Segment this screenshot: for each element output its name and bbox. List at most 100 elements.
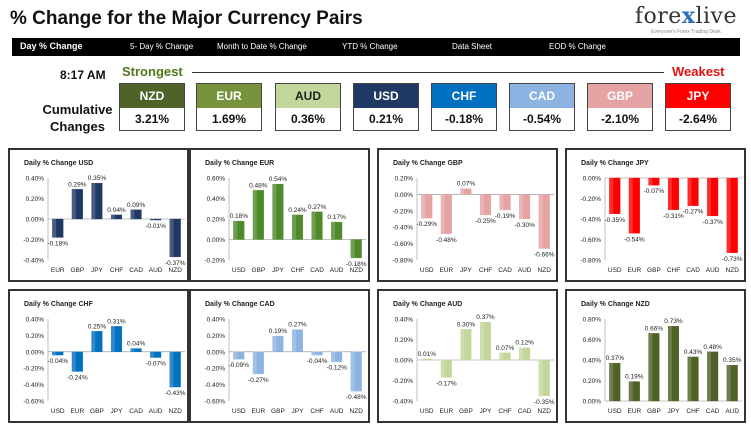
bar-usd [421, 358, 433, 361]
bar-highlight [111, 326, 115, 352]
data-label: -0.48% [346, 394, 367, 401]
bar-highlight [707, 351, 712, 401]
currency-code: USD [354, 84, 418, 108]
bar-highlight [350, 351, 355, 392]
data-label: 0.43% [684, 349, 703, 356]
bar-highlight [519, 194, 524, 219]
x-tick-label: JPY [460, 267, 473, 274]
bar-highlight [668, 326, 672, 401]
currency-change-value: 3.21% [134, 112, 170, 126]
forexlive-logo[interactable]: forexlive Everyone's Forex Trading Desk [635, 3, 737, 35]
chart-chf: Daily % Change CHF0.40%0.20%0.00%-0.20%-… [23, 301, 185, 415]
y-tick-label: 0.20% [583, 378, 602, 385]
x-tick-label: GBP [90, 408, 104, 415]
bar-highlight [233, 221, 238, 240]
bar-highlight [169, 351, 174, 388]
bar-chf [499, 352, 511, 361]
data-label: -0.31% [663, 213, 684, 220]
nav-bar: Day % Change 5- Day % Change Month to Da… [12, 38, 740, 56]
bar-highlight [519, 347, 524, 360]
data-label: 0.31% [107, 318, 126, 325]
data-label: 0.07% [496, 345, 515, 352]
data-label: -0.73% [722, 256, 743, 263]
currency-box-gbp: GBP -2.10% [587, 83, 653, 131]
y-tick-label: -0.20% [392, 378, 413, 385]
bar-cad [687, 177, 699, 206]
bar-gbp [272, 336, 284, 352]
data-label: 0.54% [269, 176, 288, 183]
x-tick-label: GBP [251, 267, 265, 274]
bar-cad [499, 194, 511, 211]
strength-range-line [192, 72, 664, 73]
y-tick-label: -0.60% [392, 241, 413, 248]
cumulative-changes-label: Cumulative Changes [42, 102, 113, 134]
nav-ytd-change[interactable]: YTD % Change [342, 42, 398, 51]
x-tick-label: NZD [350, 408, 364, 415]
x-tick-label: NZD [350, 267, 364, 274]
chart-title: Daily % Change USD [24, 160, 93, 167]
bar-chf [687, 356, 699, 402]
data-label: -0.66% [534, 252, 555, 259]
bar-highlight [331, 222, 336, 240]
x-tick-label: CAD [686, 267, 700, 274]
x-tick-label: EUR [627, 408, 641, 415]
currency-change-value: 0.21% [368, 112, 404, 126]
x-tick-label: JPY [292, 408, 305, 415]
chart-panel-nzd: Daily % Change NZD 0.80% 0.60% 0.40% 0.20% 0.… [565, 289, 746, 423]
x-tick-label: NZD [169, 267, 183, 274]
nav-eod-change[interactable]: EOD % Change [549, 42, 606, 51]
currency-code: GBP [588, 84, 652, 108]
data-label: -0.54% [624, 236, 645, 243]
chart-eur: Daily % Change EUR 0.60% 0.40% 0.20% 0.00% -0… [204, 160, 366, 274]
x-tick-label: CAD [310, 267, 324, 274]
x-tick-label: AUD [330, 408, 344, 415]
bar-highlight [252, 351, 257, 374]
x-tick-label: JPY [272, 267, 285, 274]
nav-data-sheet[interactable]: Data Sheet [452, 42, 493, 51]
chart-panel-aud: Daily % Change AUD 0.40% 0.20% 0.00% -0.20% -… [377, 289, 558, 423]
bar-highlight [350, 239, 355, 258]
x-tick-label: EUR [70, 408, 84, 415]
bar-highlight [169, 219, 174, 257]
data-label: 0.19% [625, 374, 644, 381]
x-tick-label: JPY [91, 267, 104, 274]
bar-highlight [71, 189, 76, 219]
currency-box-chf: CHF -0.18% [431, 83, 497, 131]
nav-5day-change[interactable]: 5- Day % Change [130, 42, 194, 51]
nav-day-change[interactable]: Day % Change [20, 41, 83, 51]
logo-wordmark: forexlive [634, 3, 737, 29]
bar-jpy [272, 184, 284, 240]
bar-highlight [538, 194, 543, 249]
x-tick-label: CHF [498, 408, 511, 415]
bar-highlight [687, 356, 692, 401]
bar-highlight [499, 352, 504, 360]
bar-highlight [52, 351, 57, 356]
currency-box-cad: CAD -0.54% [509, 83, 575, 131]
x-tick-label: GBP [647, 267, 661, 274]
bar-highlight [668, 178, 672, 210]
x-tick-label: USD [608, 267, 622, 274]
data-label: 0.18% [230, 213, 249, 220]
x-tick-label: EUR [439, 267, 453, 274]
bar-highlight [440, 360, 445, 378]
bar-highlight [726, 365, 731, 401]
x-tick-label: EUR [51, 267, 65, 274]
y-tick-label: 0.20% [26, 196, 45, 203]
bar-highlight [707, 178, 712, 216]
y-tick-label: 0.20% [395, 176, 414, 183]
bar-highlight [311, 211, 316, 240]
x-tick-label: AUD [149, 267, 163, 274]
y-tick-label: 0.20% [395, 337, 414, 344]
x-tick-label: CHF [667, 267, 680, 274]
bar-highlight [292, 214, 296, 240]
y-tick-label: -0.60% [580, 237, 601, 244]
timestamp: 8:17 AM [60, 68, 106, 82]
y-tick-label: 0.00% [395, 192, 414, 199]
bar-usd [233, 220, 245, 240]
bar-usd [609, 362, 621, 402]
y-tick-label: -0.60% [23, 399, 44, 406]
nav-mtd-change[interactable]: Month to Date % Change [217, 42, 307, 51]
data-label: -0.27% [683, 209, 704, 216]
data-label: 0.35% [88, 175, 107, 182]
bar-chf [311, 351, 323, 356]
